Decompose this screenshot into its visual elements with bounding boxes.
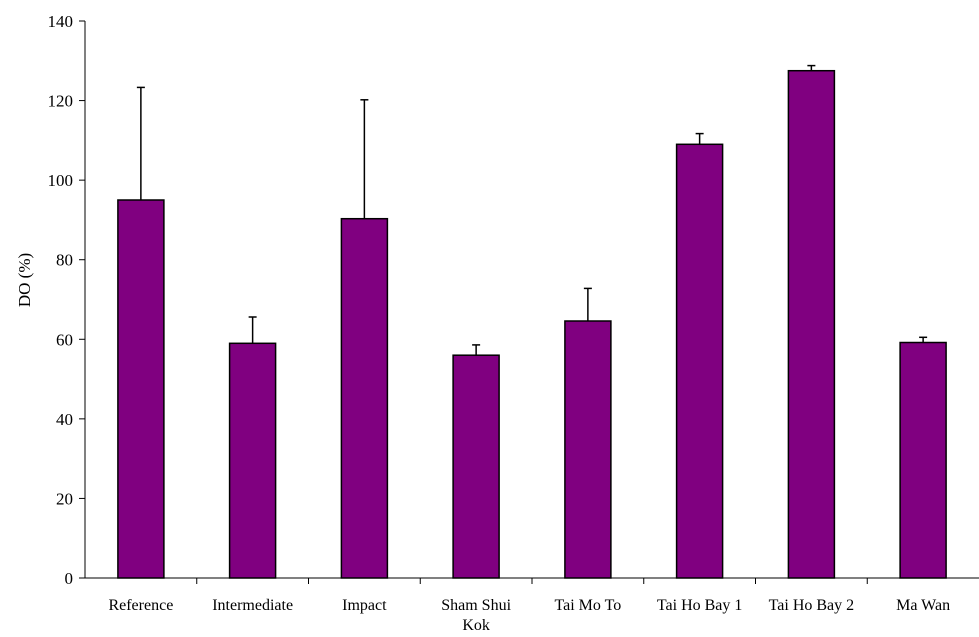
bar (787, 69, 836, 579)
y-tick-label: 0 (65, 569, 74, 588)
x-tick-label: Tai Ho Bay 1 (657, 597, 743, 614)
axes (79, 20, 979, 584)
x-tick-label: Tai Mo To (554, 597, 621, 614)
y-tick-label: 100 (48, 171, 74, 190)
x-tick-label: Sham Shui Kok (441, 597, 511, 634)
y-tick-label: 80 (56, 251, 73, 270)
y-tick-label: 120 (48, 92, 74, 111)
y-tick-label: 20 (56, 489, 73, 508)
bar (564, 320, 612, 579)
x-tick-label: Ma Wan (896, 597, 950, 614)
labels: 0 20 40 60 80 100 120 140 Reference Intermediate I… (48, 12, 951, 634)
y-tick-label: 140 (48, 12, 74, 31)
y-tick-label: 40 (56, 410, 73, 429)
y-axis-title: DO (%) (15, 253, 34, 307)
bar (675, 143, 724, 579)
x-tick-label: Intermediate (212, 597, 293, 614)
error-bars (136, 64, 928, 356)
bar (117, 199, 165, 579)
bar (228, 342, 277, 579)
bar (340, 217, 389, 579)
x-tick-label: Reference (108, 597, 173, 614)
bars (117, 69, 947, 579)
x-tick-label: Impact (342, 597, 387, 614)
y-tick-label: 60 (56, 330, 73, 349)
x-tick-label: Tai Ho Bay 2 (769, 597, 855, 614)
bar (452, 354, 500, 579)
bar (899, 341, 947, 579)
